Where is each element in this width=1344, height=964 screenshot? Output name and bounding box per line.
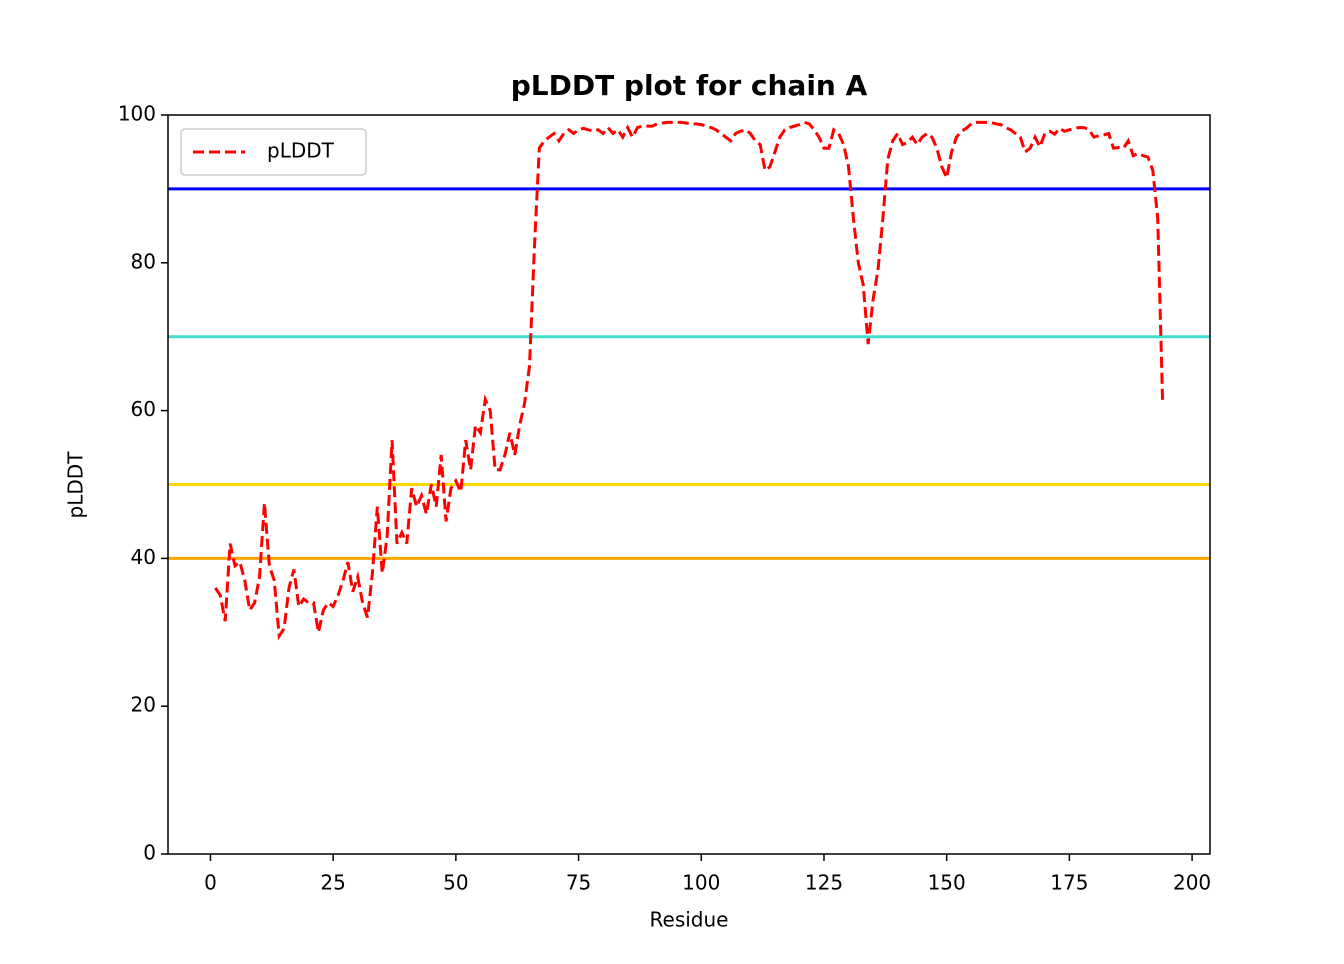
- y-tick-label: 100: [118, 102, 156, 126]
- plot-frame: [167, 114, 1211, 855]
- x-tick-label: 175: [1050, 871, 1088, 895]
- x-tick-label: 150: [928, 871, 966, 895]
- x-tick-label: 75: [566, 871, 591, 895]
- chart-title: pLDDT plot for chain A: [511, 69, 868, 102]
- y-tick-label: 20: [131, 693, 156, 717]
- x-tick-label: 200: [1173, 871, 1211, 895]
- data-line: [214, 120, 1165, 641]
- x-tick-label: 100: [682, 871, 720, 895]
- x-tick-label: 50: [443, 871, 468, 895]
- y-tick-label: 60: [131, 397, 156, 421]
- y-tick-label: 40: [131, 545, 156, 569]
- x-tick-label: 0: [204, 871, 217, 895]
- legend-label: pLDDT: [267, 139, 335, 163]
- y-tick-label: 80: [131, 249, 156, 273]
- x-tick-label: 125: [805, 871, 843, 895]
- x-tick-label: 25: [320, 871, 345, 895]
- y-axis-label: pLDDT: [64, 451, 88, 519]
- legend-box: [180, 128, 367, 176]
- y-tick-label: 0: [143, 841, 156, 865]
- x-axis-label: Residue: [650, 908, 729, 932]
